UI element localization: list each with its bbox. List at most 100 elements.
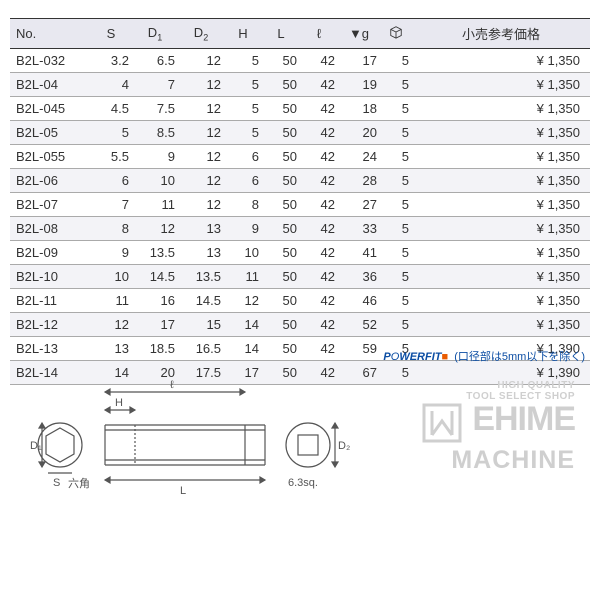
table-cell: 42	[300, 193, 338, 217]
table-cell: B2L-055	[10, 145, 90, 169]
table-cell: 10	[90, 265, 132, 289]
table-cell: B2L-045	[10, 97, 90, 121]
spec-table: No. S D1 D2 H L ℓ ▼g 小売参考価格 B2L-0323.26.…	[10, 18, 590, 385]
table-cell: 13.5	[178, 265, 224, 289]
col-s: S	[90, 19, 132, 49]
table-cell: ¥ 1,350	[412, 217, 590, 241]
table-cell: 12	[178, 193, 224, 217]
col-l: ℓ	[300, 19, 338, 49]
table-cell: 5	[380, 121, 412, 145]
table-cell: 12	[178, 121, 224, 145]
table-row: B2L-12121715145042525¥ 1,350	[10, 313, 590, 337]
table-cell: 59	[338, 337, 380, 361]
table-cell: B2L-12	[10, 313, 90, 337]
table-cell: 18	[338, 97, 380, 121]
table-cell: 15	[178, 313, 224, 337]
svg-text:H: H	[115, 397, 123, 409]
svg-text:S: S	[53, 477, 60, 489]
table-cell: 50	[262, 289, 300, 313]
table-cell: 42	[300, 97, 338, 121]
table-cell: ¥ 1,350	[412, 121, 590, 145]
table-cell: 5	[380, 217, 412, 241]
table-cell: 50	[262, 169, 300, 193]
table-cell: 5.5	[90, 145, 132, 169]
table-cell: 50	[262, 313, 300, 337]
table-cell: 5	[380, 145, 412, 169]
table-cell: 12	[178, 97, 224, 121]
table-row: B2L-04471255042195¥ 1,350	[10, 73, 590, 97]
table-body: B2L-0323.26.51255042175¥ 1,350B2L-044712…	[10, 49, 590, 385]
table-row: B2L-0454.57.51255042185¥ 1,350	[10, 97, 590, 121]
table-cell: 17	[132, 313, 178, 337]
table-cell: 3.2	[90, 49, 132, 73]
table-cell: 10	[132, 169, 178, 193]
col-d1: D1	[132, 19, 178, 49]
table-cell: 50	[262, 73, 300, 97]
table-cell: 7.5	[132, 97, 178, 121]
table-cell: 6	[224, 145, 262, 169]
table-cell: 18.5	[132, 337, 178, 361]
table-cell: 5	[380, 97, 412, 121]
table-cell: 42	[300, 169, 338, 193]
table-cell: 52	[338, 313, 380, 337]
table-cell: 50	[262, 145, 300, 169]
table-cell: 5	[380, 73, 412, 97]
table-row: B2L-066101265042285¥ 1,350	[10, 169, 590, 193]
table-cell: 5	[224, 73, 262, 97]
table-cell: B2L-05	[10, 121, 90, 145]
table-cell: ¥ 1,350	[412, 313, 590, 337]
col-d2: D2	[178, 19, 224, 49]
table-cell: 42	[300, 121, 338, 145]
table-cell: 16.5	[178, 337, 224, 361]
table-cell: 4	[90, 73, 132, 97]
table-cell: 42	[300, 73, 338, 97]
table-cell: 12	[224, 289, 262, 313]
table-cell: 14.5	[178, 289, 224, 313]
table-cell: 8.5	[132, 121, 178, 145]
table-cell: ¥ 1,350	[412, 289, 590, 313]
table-cell: 42	[300, 145, 338, 169]
powerfit-logo: POWERFIT■	[383, 351, 448, 363]
table-cell: 11	[90, 289, 132, 313]
table-cell: 24	[338, 145, 380, 169]
table-cell: 42	[300, 49, 338, 73]
table-cell: 5	[380, 265, 412, 289]
table-cell: 50	[262, 193, 300, 217]
table-cell: 50	[262, 49, 300, 73]
table-cell: 13.5	[132, 241, 178, 265]
svg-text:D₂: D₂	[338, 440, 350, 452]
table-cell: 12	[90, 313, 132, 337]
table-cell: 42	[300, 241, 338, 265]
table-cell: 16	[132, 289, 178, 313]
table-cell: 50	[262, 97, 300, 121]
watermark-brand: EHIME	[422, 402, 575, 448]
table-cell: B2L-10	[10, 265, 90, 289]
svg-text:ℓ: ℓ	[170, 379, 174, 391]
table-cell: 5	[224, 49, 262, 73]
table-row: B2L-088121395042335¥ 1,350	[10, 217, 590, 241]
table-row: B2L-0558.51255042205¥ 1,350	[10, 121, 590, 145]
socket-diagram: D₁ S 六角 H ℓ	[30, 370, 350, 500]
table-cell: 13	[178, 241, 224, 265]
table-cell: 14	[224, 313, 262, 337]
powerfit-text: (口径部は5mm以下を除く)	[454, 351, 585, 363]
table-cell: B2L-032	[10, 49, 90, 73]
table-cell: 19	[338, 73, 380, 97]
table-cell: 17	[338, 49, 380, 73]
watermark-brand2: MACHINE	[422, 448, 575, 473]
table-cell: 12	[178, 49, 224, 73]
table-cell: 9	[90, 241, 132, 265]
table-row: B2L-11111614.5125042465¥ 1,350	[10, 289, 590, 313]
col-pack	[380, 19, 412, 49]
table-cell: B2L-08	[10, 217, 90, 241]
table-cell: 12	[178, 169, 224, 193]
col-price: 小売参考価格	[412, 19, 590, 49]
table-cell: 5	[380, 289, 412, 313]
table-cell: ¥ 1,350	[412, 241, 590, 265]
table-cell: 50	[262, 121, 300, 145]
table-cell: 7	[132, 73, 178, 97]
table-cell: 12	[178, 73, 224, 97]
table-cell: 11	[224, 265, 262, 289]
table-cell: 14.5	[132, 265, 178, 289]
table-cell: B2L-04	[10, 73, 90, 97]
